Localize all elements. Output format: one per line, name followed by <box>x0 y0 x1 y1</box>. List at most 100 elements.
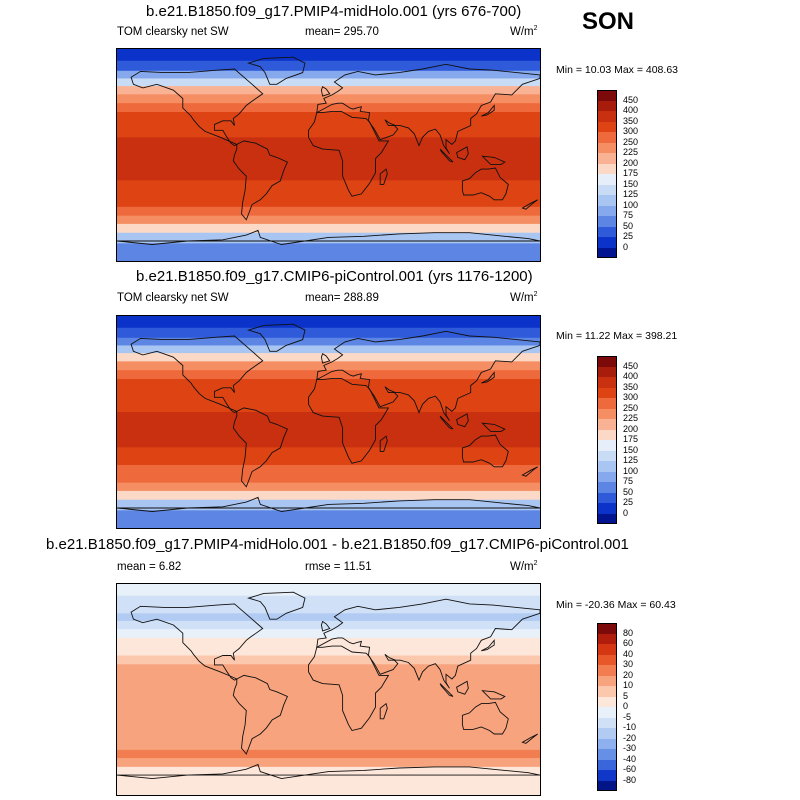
panel3-colorbar-label-4: 20 <box>623 669 634 680</box>
panel3-coastline-13 <box>521 733 538 744</box>
panel3-colorbar-frame <box>597 623 617 791</box>
season-label: SON <box>582 8 635 35</box>
panel1-map-svg <box>117 49 540 261</box>
panel2-colorbar-label-3: 300 <box>623 392 639 402</box>
panel1-colorbar-swatch-1 <box>597 100 617 112</box>
panel1-coastline-4 <box>461 167 509 201</box>
panel1-band-17 <box>117 197 540 208</box>
panel1-coastline-12 <box>456 146 469 161</box>
panel1-coastline-6 <box>247 56 306 85</box>
panel2-band-5 <box>117 361 540 371</box>
panel2-band-12 <box>117 420 540 430</box>
panel3-colorbar-swatch-1 <box>597 633 617 645</box>
panel3-colorbar-label-13: -60 <box>623 764 637 774</box>
panel1-colorbar-swatch-6 <box>597 153 617 164</box>
panel1-colorbar-swatch-5 <box>597 142 617 154</box>
panel2-colorbar-swatch-5 <box>597 408 617 420</box>
panel3-colorbar-label-14: -80 <box>623 774 637 785</box>
panel3-band-7 <box>117 646 540 657</box>
panel3-coastline-10 <box>481 690 506 700</box>
panel1-band-22 <box>117 243 540 261</box>
panel3-colorbar-label-6: 5 <box>623 690 629 701</box>
panel3-colorbar-label-8: -5 <box>623 711 632 722</box>
panel1-colorbar-swatch-12 <box>597 216 617 227</box>
panel2-colorbar-swatch-15 <box>597 513 617 525</box>
panel3-colorbar-swatch-9 <box>597 717 617 729</box>
panel3-colorbar-label-3: 30 <box>623 659 634 669</box>
panel1-colorbar-label-9: 125 <box>623 189 639 199</box>
panel2-colorbar-swatch-9 <box>597 450 617 462</box>
panel3-band-22 <box>117 777 540 795</box>
panel3-band-18 <box>117 741 540 751</box>
panel2-band-13 <box>117 429 540 439</box>
panel1-band-19 <box>117 215 540 225</box>
panel3-colorbar-label-5: 10 <box>623 680 634 690</box>
panel3-band-17 <box>117 732 540 742</box>
panel1-colorbar-label-1: 400 <box>623 105 639 115</box>
panel3-band-21 <box>117 766 540 778</box>
panel3-band-13 <box>117 696 540 707</box>
panel1-band-1 <box>117 60 540 72</box>
panel2-colorbar-swatch-8 <box>597 440 617 451</box>
panel1-band-14 <box>117 171 540 181</box>
panel1-colorbar-swatch-10 <box>597 195 617 206</box>
panel3-colorbar-swatch-6 <box>597 686 617 697</box>
panel1-variable-label: TOM clearsky net SW <box>117 26 229 38</box>
panel2-band-2 <box>117 337 540 346</box>
panel2-band-4 <box>117 353 540 362</box>
panel1-colorbar-swatch-3 <box>597 121 617 133</box>
panel2-colorbar-swatch-11 <box>597 471 617 483</box>
panel3-band-14 <box>117 705 540 716</box>
panel1-band-9 <box>117 129 540 138</box>
panel3-coastline-5 <box>117 763 540 780</box>
panel3-band-9 <box>117 664 540 673</box>
panel3-mean-label: mean = 6.82 <box>117 561 182 573</box>
panel2-band-20 <box>117 490 540 501</box>
panel2-coastline-8 <box>320 353 331 364</box>
panel3-band-15 <box>117 714 540 724</box>
panel3-colorbar-label-11: -30 <box>623 743 637 753</box>
panel1-band-20 <box>117 223 540 234</box>
panel1-colorbar-frame <box>597 90 617 258</box>
panel3-coastline-9 <box>481 639 495 652</box>
panel3-minmax: Min = -20.36 Max = 60.43 <box>556 599 676 611</box>
panel3-colorbar-swatch-11 <box>597 738 617 750</box>
panel1-band-21 <box>117 232 540 244</box>
panel3-colorbar-swatch-14 <box>597 770 617 781</box>
panel3-colorbar-label-9: -10 <box>623 722 637 732</box>
panel3-colorbar-label-10: -20 <box>623 732 637 743</box>
panel2-coastline-11 <box>439 415 454 430</box>
panel1-colorbar-label-3: 300 <box>623 126 639 136</box>
panel1-band-0 <box>117 49 540 62</box>
panel2-title: b.e21.B1850.f09_g17.CMIP6-piControl.001 … <box>136 268 533 285</box>
panel3-coastline-7 <box>379 702 388 720</box>
panel1-band-16 <box>117 189 540 199</box>
panel1-colorbar-swatch-8 <box>597 174 617 185</box>
panel3-band-2 <box>117 605 540 614</box>
panel3-band-3 <box>117 613 540 622</box>
panel2-colorbar-label-9: 125 <box>623 455 639 465</box>
panel2-colorbar-label-12: 50 <box>623 486 634 497</box>
panel1-colorbar-label-6: 200 <box>623 157 639 168</box>
panel1-colorbar-swatch-13 <box>597 226 617 238</box>
panel1-colorbar: 450 400 350 300 250 225 200 175 150 125 100 75 50 25 0 <box>597 90 638 259</box>
panel1-map <box>116 48 541 262</box>
panel1-coastline-8 <box>320 86 331 97</box>
panel3-colorbar-swatch-10 <box>597 728 617 739</box>
panel2-colorbar-label-8: 150 <box>623 444 639 455</box>
panel3-colorbar-swatch-5 <box>597 675 617 687</box>
panel2-coastline-2 <box>308 377 390 464</box>
panel3-coastline-0 <box>130 603 264 681</box>
panel3-colorbar-swatch-12 <box>597 749 617 760</box>
panel3-coastline-8 <box>320 620 331 632</box>
panel2-colorbar-label-1: 400 <box>623 371 639 381</box>
panel1-colorbar-swatch-11 <box>597 205 617 217</box>
panel3-band-0 <box>117 584 540 597</box>
panel2-colorbar-label-2: 350 <box>623 381 639 392</box>
panel3-colorbar-swatch-3 <box>597 654 617 666</box>
panel2-coastline-4 <box>461 434 509 468</box>
panel1-colorbar-swatch-2 <box>597 111 617 122</box>
panel2-colorbar-frame <box>597 356 617 524</box>
panel3-colorbar-label-0: 80 <box>623 627 634 638</box>
panel3-colorbar-swatch-15 <box>597 780 617 792</box>
